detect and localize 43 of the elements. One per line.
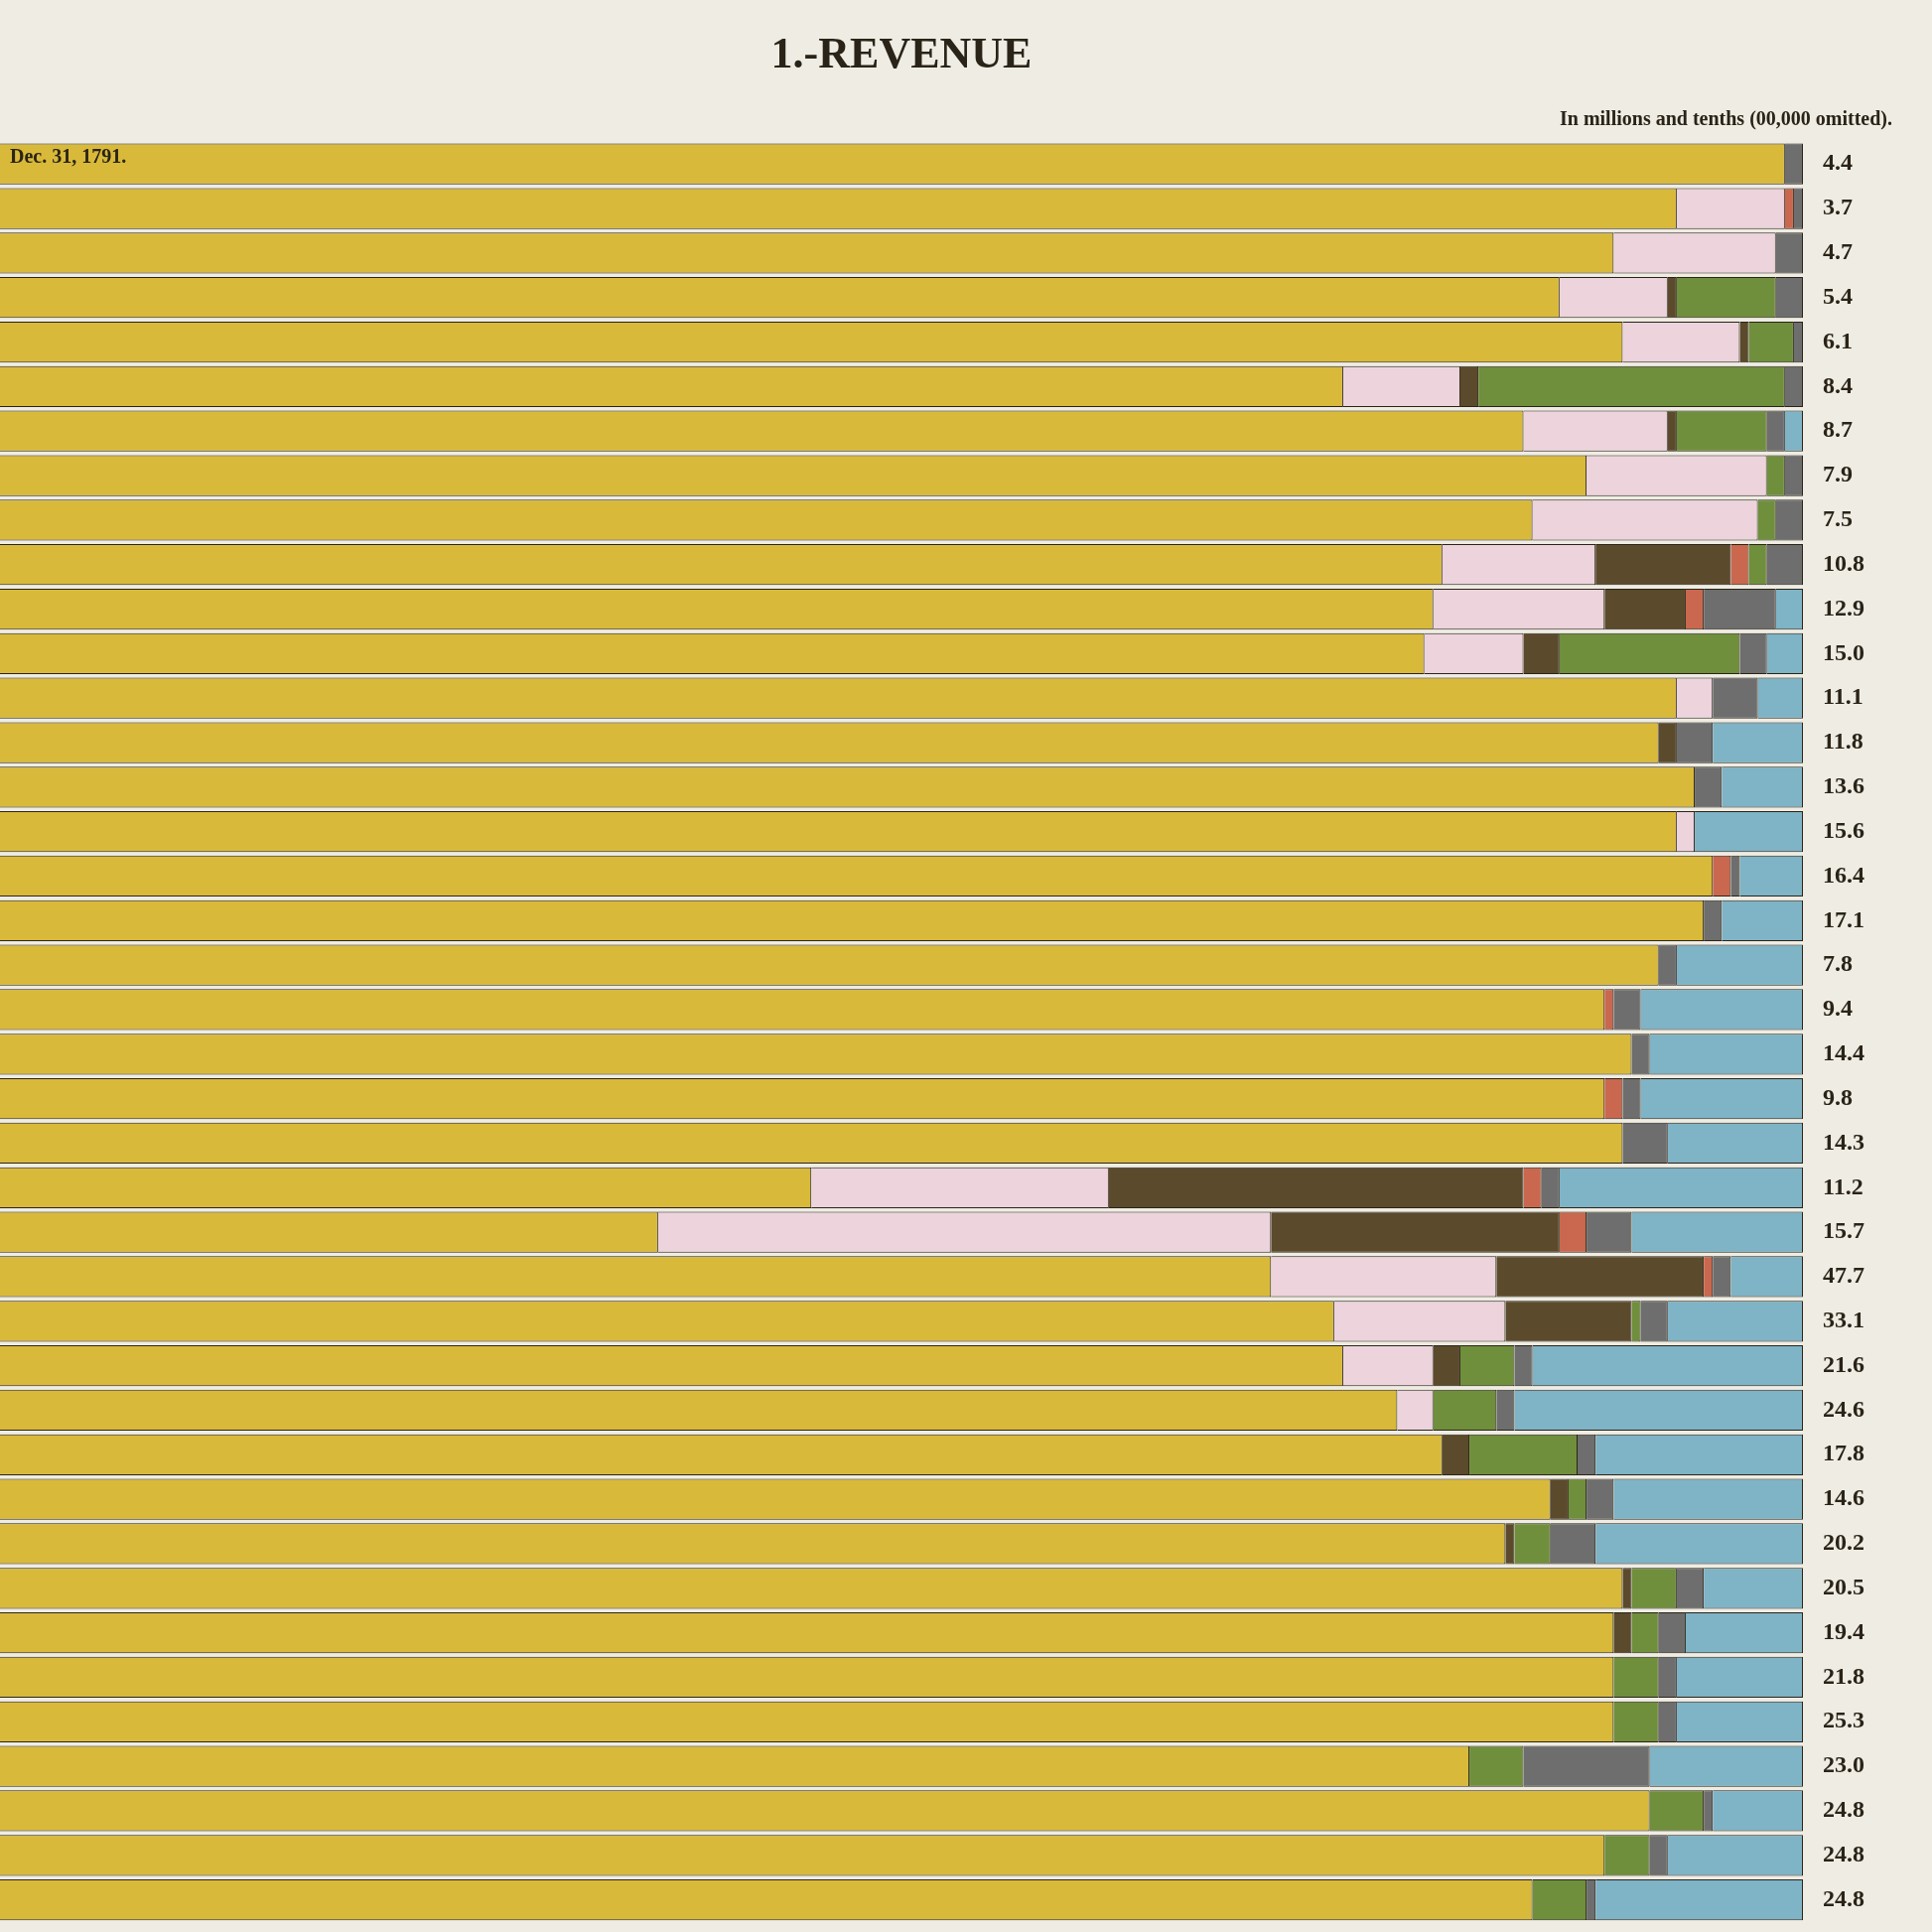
text: In millions and tenths (00,000 omitted). [1559, 106, 1892, 130]
text: 17.1 [1823, 905, 1864, 932]
text: 19.4 [1823, 1617, 1864, 1644]
text: 7.8 [1823, 950, 1853, 977]
text: 14.6 [1823, 1484, 1864, 1511]
text: 20.2 [1823, 1529, 1864, 1556]
text: 47.7 [1823, 1262, 1864, 1289]
text: 24.8 [1823, 1840, 1864, 1866]
text: 24.8 [1823, 1796, 1864, 1823]
text: 9.4 [1823, 995, 1853, 1022]
text: 33.1 [1823, 1307, 1864, 1332]
text: 6.1 [1823, 327, 1853, 353]
text: 7.9 [1823, 461, 1853, 487]
text: 11.8 [1823, 728, 1863, 755]
text: 20.5 [1823, 1573, 1864, 1599]
text: 24.6 [1823, 1395, 1864, 1422]
text: 24.8 [1823, 1884, 1864, 1911]
text: 8.7 [1823, 416, 1853, 443]
text: 4.4 [1823, 149, 1853, 176]
text: 15.6 [1823, 816, 1864, 843]
chart-title: 1.-REVENUE [770, 28, 1033, 77]
text: 21.8 [1823, 1662, 1864, 1689]
text: 25.3 [1823, 1707, 1864, 1733]
text: 9.8 [1823, 1083, 1853, 1110]
text: 8.4 [1823, 371, 1853, 398]
text: 13.6 [1823, 772, 1864, 799]
text: 14.4 [1823, 1039, 1864, 1066]
annotation: Dec. 31, 1791. [10, 144, 127, 167]
text: 10.8 [1823, 549, 1864, 576]
text: 5.4 [1823, 282, 1853, 309]
text: 12.9 [1823, 594, 1864, 621]
text: 15.7 [1823, 1217, 1864, 1244]
text: 3.7 [1823, 194, 1853, 220]
text: 14.3 [1823, 1128, 1864, 1155]
text: 21.6 [1823, 1350, 1864, 1377]
text: 11.1 [1823, 683, 1863, 710]
text: 15.0 [1823, 638, 1864, 665]
text: 11.2 [1823, 1173, 1863, 1199]
text: 16.4 [1823, 861, 1864, 888]
text: 23.0 [1823, 1751, 1864, 1778]
text: 4.7 [1823, 238, 1853, 265]
text: 7.5 [1823, 505, 1853, 532]
text: 17.8 [1823, 1440, 1864, 1466]
